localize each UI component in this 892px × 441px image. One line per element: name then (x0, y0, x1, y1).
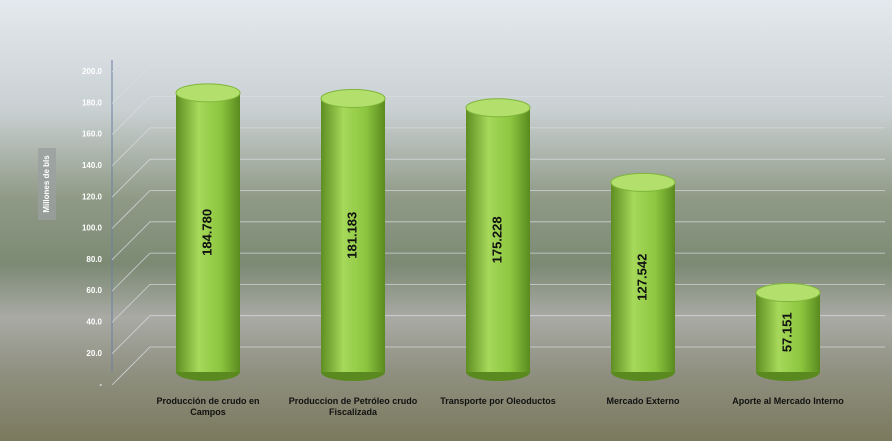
cylinder-top (175, 83, 241, 103)
bar (466, 107, 530, 372)
cylinder: 57.151 (755, 283, 821, 381)
x-tick-label: Produccion de Petróleo crudo Fiscalizada (288, 396, 418, 417)
y-tick-label: 80.0 (86, 255, 102, 264)
bar (611, 182, 675, 372)
bar (321, 98, 385, 372)
grid-line (111, 96, 885, 135)
value-label: 181.183 (344, 212, 359, 259)
x-tick-label: Producción de crudo en Campos (156, 396, 260, 417)
x-tick-label: Transporte por Oleoductos (440, 396, 556, 406)
y-tick-label: 120.0 (82, 192, 103, 201)
cylinder-top (755, 283, 821, 303)
value-label: 184.780 (199, 209, 214, 256)
x-tick-label: Aporte al Mercado Interno (732, 396, 844, 406)
grid-line (111, 64, 885, 104)
cylinder-top (465, 98, 531, 118)
x-tick-label: Mercado Externo (606, 396, 680, 406)
value-label: 175.228 (489, 216, 504, 263)
cylinder-top (320, 88, 386, 108)
y-tick-label: 100.0 (82, 224, 103, 233)
cylinder: 175.228 (465, 98, 531, 381)
value-label: 57.151 (779, 312, 794, 352)
bar (756, 292, 820, 372)
cylinder: 184.780 (175, 83, 241, 381)
bar (176, 92, 240, 372)
grid-line (111, 33, 885, 73)
y-axis-title: Millones de bls (42, 155, 51, 213)
grid-line (111, 127, 885, 167)
cylinder: 181.183 (320, 88, 386, 381)
y-tick-label: 60.0 (86, 286, 102, 295)
cylinder: 127.542 (610, 172, 676, 381)
y-tick-label: 160.0 (82, 130, 103, 139)
y-tick-label: 140.0 (82, 161, 103, 170)
y-tick-label: - (99, 380, 102, 389)
cylinder-top (610, 172, 676, 192)
y-tick-label: 180.0 (82, 98, 103, 107)
y-tick-label: 20.0 (86, 349, 102, 358)
value-label: 127.542 (634, 254, 649, 301)
grid-line (111, 158, 885, 198)
y-tick-label: 40.0 (86, 318, 102, 327)
y-tick-label: 200.0 (82, 67, 103, 76)
axis-title-box (38, 148, 56, 220)
